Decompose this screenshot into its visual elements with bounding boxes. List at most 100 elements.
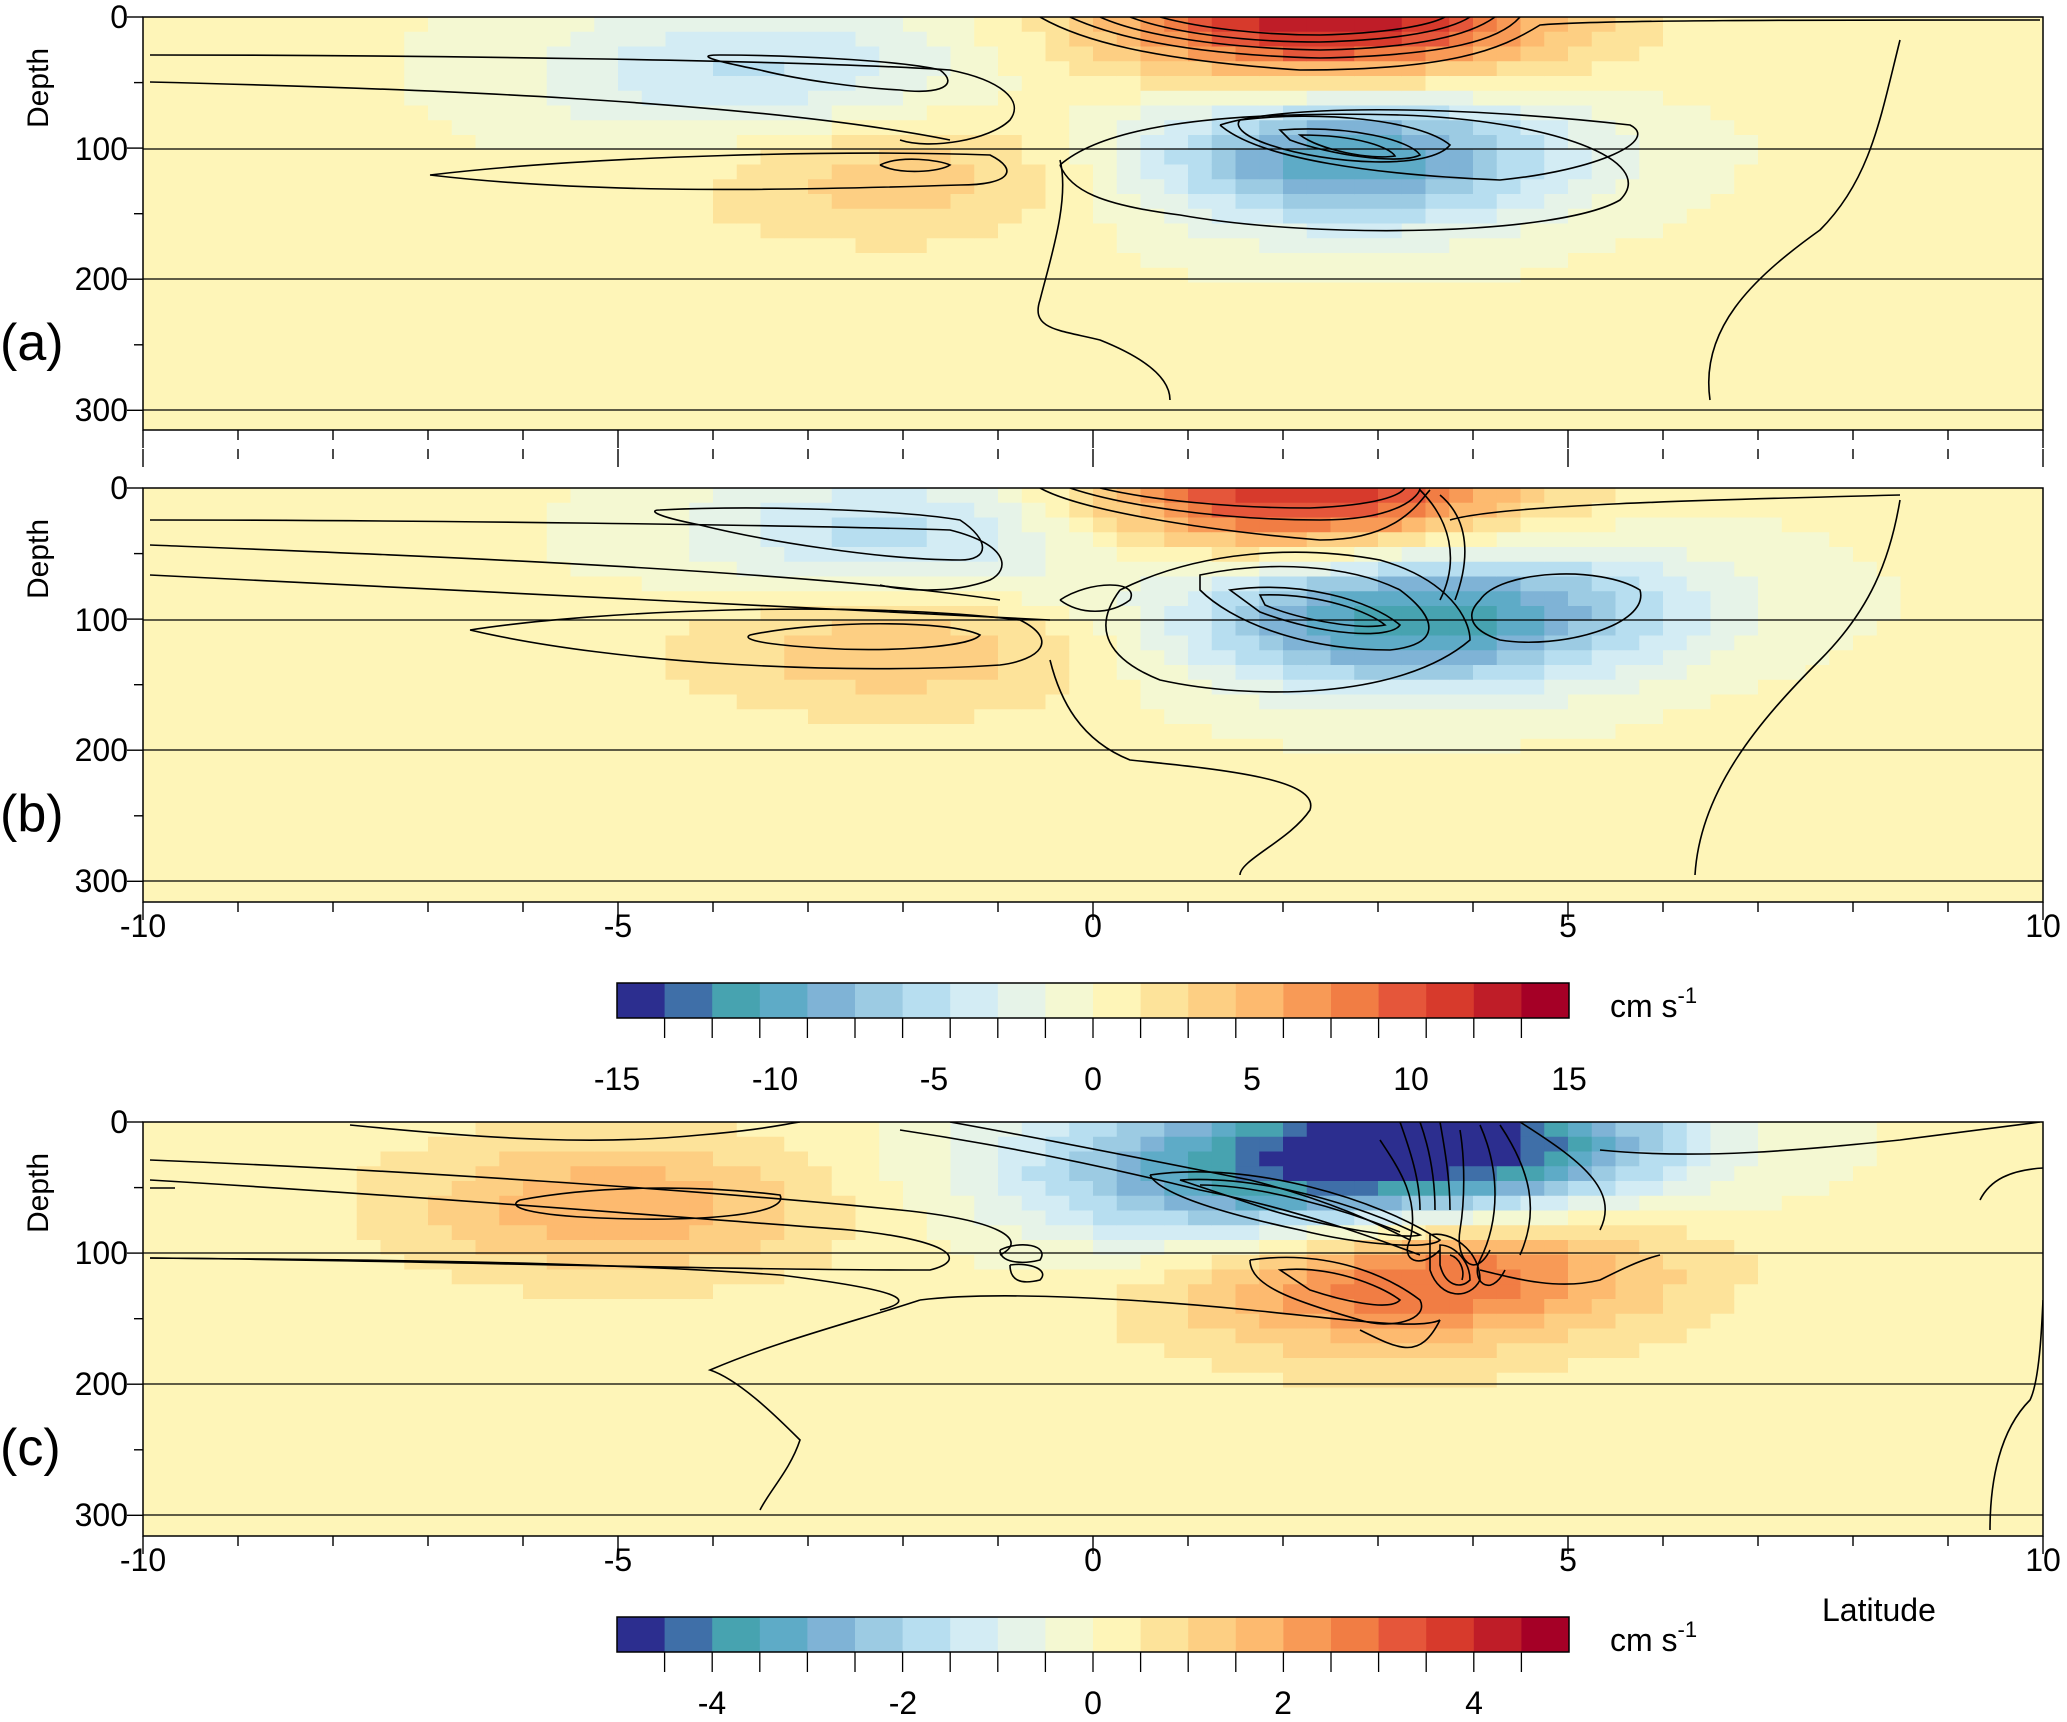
heatmap-cell [1948, 488, 1973, 504]
heatmap-cell [1971, 842, 1997, 858]
heatmap-cell [1568, 223, 1593, 239]
heatmap-cell [1140, 665, 1165, 681]
heatmap-cell [1425, 842, 1450, 858]
heatmap-cell [404, 812, 429, 828]
heatmap-cell [1924, 385, 1949, 402]
heatmap-cell [2019, 267, 2043, 284]
heatmap-cell [808, 223, 833, 239]
heatmap-cell [1045, 208, 1070, 225]
heatmap-cell [404, 709, 429, 725]
heatmap-cell [736, 179, 762, 195]
heatmap-cell [451, 842, 477, 858]
heatmap-cell [1544, 31, 1569, 48]
heatmap-cell [1116, 267, 1142, 284]
heatmap-cell [1639, 149, 1664, 166]
heatmap-cell [1544, 223, 1569, 239]
heatmap-cell [1259, 208, 1284, 225]
heatmap-cell [428, 561, 453, 578]
heatmap-cell [428, 282, 453, 298]
heatmap-cell [1781, 223, 1807, 239]
heatmap-cell [1758, 517, 1783, 533]
heatmap-cell [523, 797, 548, 814]
heatmap-cell [1425, 341, 1450, 357]
heatmap-cell [1663, 326, 1688, 343]
heatmap-cell [143, 650, 168, 666]
heatmap-cell [1354, 282, 1379, 298]
heatmap-cell [309, 1461, 334, 1477]
heatmap-cell [166, 238, 192, 254]
heatmap-cell [1449, 753, 1474, 769]
panel-b-gridlines [143, 619, 2043, 882]
heatmap-cell [1568, 341, 1593, 357]
heatmap-cell [309, 547, 334, 563]
heatmap-cell [974, 576, 999, 592]
heatmap-cell [1615, 620, 1640, 637]
heatmap-cell [1425, 606, 1450, 622]
heatmap-cell [998, 267, 1023, 284]
heatmap-cell [1639, 61, 1664, 77]
heatmap-cell [1045, 135, 1070, 151]
heatmap-cell [713, 797, 738, 814]
heatmap-cell [1069, 620, 1094, 637]
heatmap-cell [1568, 238, 1593, 254]
heatmap-cell [285, 223, 310, 239]
heatmap-cell [1948, 517, 1973, 533]
heatmap-cell [1306, 61, 1332, 77]
heatmap-cell [1283, 400, 1308, 416]
heatmap-cell [1378, 635, 1403, 651]
heatmap-cell [1781, 709, 1807, 725]
heatmap-cell [1781, 842, 1807, 858]
heatmap-cell [1188, 253, 1213, 269]
heatmap-cell [855, 738, 880, 755]
contour [1099, 488, 1406, 509]
heatmap-cell [1354, 665, 1379, 681]
heatmap-cell [950, 400, 975, 416]
heatmap-cell [1211, 135, 1237, 151]
ytick-label: 100 [75, 602, 128, 638]
heatmap-cell [1995, 561, 2020, 578]
heatmap-cell [428, 517, 453, 533]
heatmap-cell [594, 709, 619, 725]
heatmap-cell [475, 768, 500, 784]
heatmap-cell [1140, 179, 1165, 195]
heatmap-cell [546, 194, 572, 210]
heatmap-cell [974, 326, 999, 343]
heatmap-cell [261, 1284, 287, 1300]
heatmap-cell [523, 238, 548, 254]
heatmap-cell [1995, 253, 2020, 269]
heatmap-cell [1686, 297, 1712, 313]
heatmap-cell [926, 842, 952, 858]
contour [879, 158, 952, 173]
heatmap-cell [1710, 517, 1735, 533]
heatmap-cell [143, 1461, 168, 1477]
heatmap-cell [190, 517, 215, 533]
heatmap-cell [1021, 164, 1047, 180]
heatmap-cell [166, 797, 192, 814]
heatmap-cell [546, 694, 572, 710]
heatmap-cell [1995, 576, 2020, 592]
heatmap-cell [1164, 576, 1189, 592]
heatmap-cell [1948, 90, 1973, 107]
heatmap-cell [855, 223, 880, 239]
heatmap-cell [784, 326, 809, 343]
heatmap-cell [760, 356, 785, 372]
heatmap-cell [428, 61, 453, 77]
heatmap-cell [665, 208, 690, 225]
heatmap-cell [1164, 46, 1189, 62]
heatmap-cell [238, 547, 263, 563]
heatmap-cell [831, 606, 857, 622]
heatmap-cell [1378, 886, 1403, 902]
heatmap-cell [1591, 502, 1617, 519]
heatmap-cell [1876, 679, 1902, 696]
heatmap-cell [451, 547, 477, 563]
heatmap-cell [1758, 164, 1783, 180]
heatmap-cell [1235, 635, 1260, 651]
heatmap-cell [808, 149, 833, 166]
heatmap-cell [451, 312, 477, 328]
heatmap-cell [1259, 753, 1284, 769]
heatmap-cell [641, 591, 667, 607]
heatmap-cell [1259, 576, 1284, 592]
heatmap-cell [1591, 208, 1617, 225]
heatmap-cell [285, 1225, 310, 1241]
heatmap-cell [1924, 46, 1949, 62]
